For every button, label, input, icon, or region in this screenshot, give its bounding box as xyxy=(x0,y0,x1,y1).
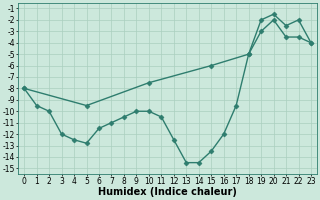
X-axis label: Humidex (Indice chaleur): Humidex (Indice chaleur) xyxy=(98,187,237,197)
